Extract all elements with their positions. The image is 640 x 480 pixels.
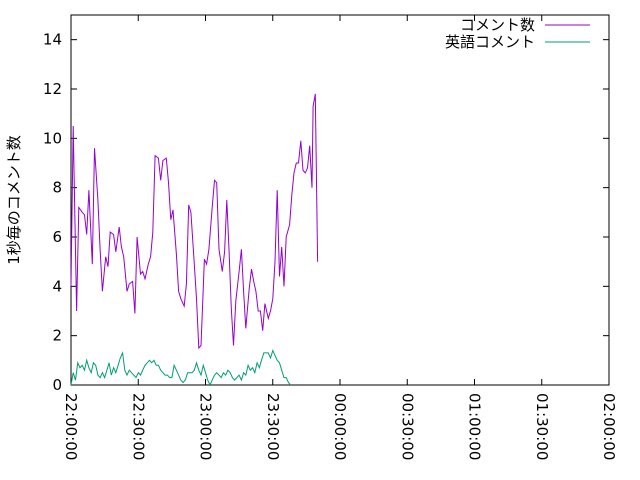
plot-area: [70, 93, 319, 387]
x-tick-label: 02:00:00: [600, 393, 618, 460]
series-line-2: [70, 349, 292, 387]
axes-group: 0 2 4 6 8 10 12 14 22:00:00 22:30:00 23:00:00 23:30…: [43, 14, 618, 460]
y-tick-label: 8: [52, 179, 62, 197]
y-tick-label: 0: [52, 376, 62, 394]
x-tick-label: 01:30:00: [533, 393, 551, 460]
y-tick-label: 4: [52, 277, 62, 295]
y-tick-label: 10: [43, 129, 62, 147]
x-tick-label: 00:00:00: [331, 393, 349, 460]
x-tick-label: 23:00:00: [197, 393, 215, 460]
y-tick-label: 2: [52, 327, 62, 345]
x-tick-label: 01:00:00: [466, 393, 484, 460]
y-tick-label: 6: [52, 228, 62, 246]
x-tick-label: 00:30:00: [398, 393, 416, 460]
plot-frame: [70, 14, 610, 386]
y-tick-label: 12: [43, 80, 62, 98]
x-tick-label: 23:30:00: [264, 393, 282, 460]
y-tick-label: 14: [43, 31, 62, 49]
x-tick-label: 22:30:00: [129, 393, 147, 460]
legend-label-1: コメント数: [460, 16, 535, 34]
legend-label-2: 英語コメント: [445, 33, 535, 51]
x-tick-label: 22:00:00: [62, 393, 80, 460]
series-line-1: [70, 93, 319, 350]
y-axis-label: 1秒毎のコメント数: [5, 135, 23, 265]
